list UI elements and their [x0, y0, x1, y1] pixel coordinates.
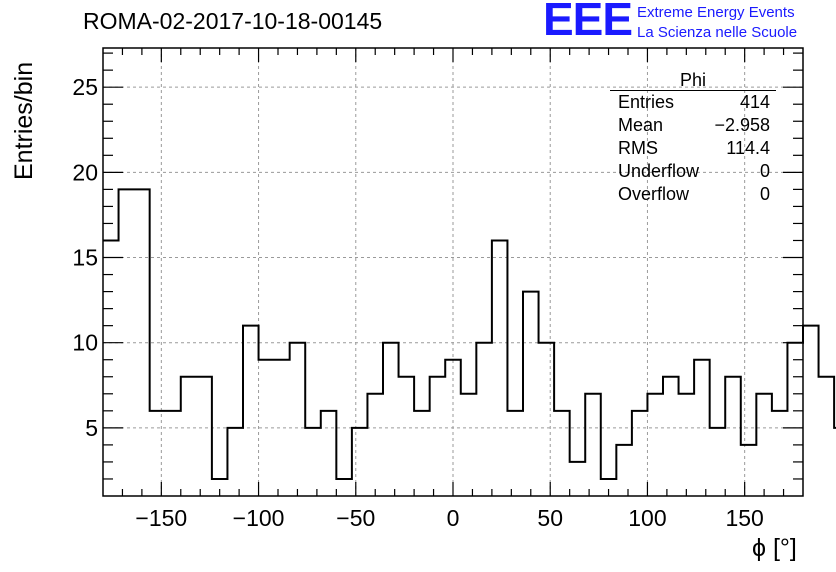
x-axis-label: ϕ [°]: [752, 534, 797, 562]
stats-row-entries: Entries 414: [610, 91, 776, 114]
stats-label: Entries: [618, 92, 675, 112]
stats-row-overflow: Overflow 0: [610, 183, 776, 206]
stats-label: Underflow: [618, 161, 700, 181]
stats-row-rms: RMS 114.4: [610, 137, 776, 160]
histogram-line: [103, 188, 836, 480]
x-tick-label: 50: [537, 505, 563, 531]
eee-subtitle-2: La Scienza nelle Scuole: [637, 24, 798, 41]
y-tick-label: 20: [72, 159, 98, 185]
x-tick-label: 0: [447, 505, 460, 531]
axis-ticks: [103, 48, 803, 496]
stats-title: Phi: [610, 70, 776, 91]
eee-logo: EEE: [543, 0, 633, 45]
x-tick-label: −150: [135, 505, 187, 531]
stats-label: Mean: [618, 115, 664, 135]
x-tick-label: 150: [725, 505, 763, 531]
eee-subtitle-1: Extreme Energy Events: [637, 4, 795, 21]
stats-box: Phi Entries 414 Mean −2.958 RMS 114.4 Un…: [610, 70, 776, 206]
y-tick-label: 10: [72, 330, 98, 356]
x-tick-label: −50: [336, 505, 375, 531]
stats-label: RMS: [618, 138, 658, 158]
y-tick-label: 15: [72, 245, 98, 271]
stats-value: 0: [759, 161, 770, 181]
stats-value: 414: [739, 92, 770, 112]
y-tick-label: 5: [85, 415, 98, 441]
stats-value: 114.4: [726, 138, 770, 158]
y-tick-label: 25: [72, 74, 98, 100]
run-title: ROMA-02-2017-10-18-00145: [83, 8, 383, 34]
x-tick-label: −100: [233, 505, 285, 531]
grid-lines: [103, 48, 803, 496]
x-tick-label: 100: [628, 505, 666, 531]
stats-label: Overflow: [618, 184, 690, 204]
stats-value: −2.958: [714, 115, 770, 135]
tick-labels: −150 −100 −50 0 50 100 150 5 10 15 20 25: [72, 74, 763, 531]
stats-row-underflow: Underflow 0: [610, 160, 776, 183]
y-axis-label: Entries/bin: [10, 61, 38, 180]
stats-row-mean: Mean −2.958: [610, 114, 776, 137]
plot-frame: [102, 47, 804, 497]
stats-value: 0: [759, 184, 770, 204]
